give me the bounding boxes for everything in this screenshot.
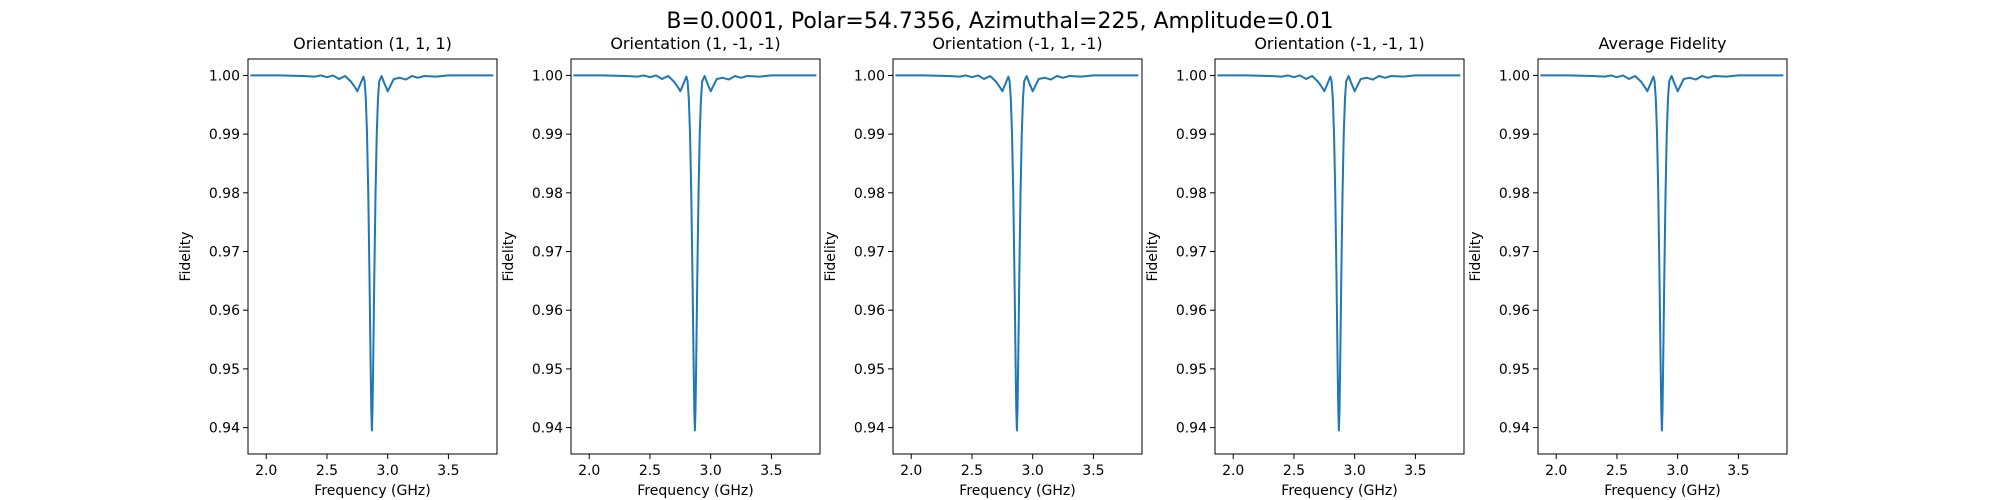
subplot-title: Orientation (1, -1, -1) [610, 34, 780, 53]
y-tick-label: 0.99 [1499, 127, 1530, 143]
subplot-3: Orientation (-1, 1, -1) 2.0 2.5 3.0 3.5 1.00 0… [823, 34, 1143, 499]
subplot-1: Orientation (1, 1, 1) 2.0 2.5 3.0 3.5 1.00 0.9… [178, 34, 498, 499]
figure-suptitle: B=0.0001, Polar=54.7356, Azimuthal=225, … [666, 9, 1333, 34]
y-axis-label: Fidelity [1468, 232, 1484, 282]
axes-frame [1537, 58, 1788, 455]
axes-frame [1214, 58, 1465, 455]
x-tick-label: 2.0 [578, 463, 600, 479]
y-tick-label: 0.97 [1176, 245, 1207, 261]
fidelity-line [1540, 74, 1784, 432]
y-tick-label: 0.96 [532, 303, 563, 319]
x-tick-label: 3.5 [1404, 463, 1426, 479]
x-tick-label: 2.0 [900, 463, 922, 479]
y-tick-label: 0.98 [532, 186, 563, 202]
y-tick-label: 0.95 [1176, 362, 1207, 378]
y-tick-label: 0.95 [854, 362, 885, 378]
y-axis-label: Fidelity [1145, 232, 1161, 282]
y-tick-label: 0.98 [1499, 186, 1530, 202]
y-tick-label: 0.99 [209, 127, 240, 143]
y-axis-label: Fidelity [823, 232, 839, 282]
y-tick-label: 0.97 [209, 245, 240, 261]
y-tick-label: 0.96 [1176, 303, 1207, 319]
x-tick-label: 2.5 [639, 463, 661, 479]
y-tick-label: 1.00 [209, 68, 240, 84]
x-axis-label: Frequency (GHz) [959, 483, 1075, 499]
x-tick-label: 3.0 [1022, 463, 1044, 479]
y-tick-label: 0.97 [1499, 245, 1530, 261]
y-tick-label: 0.94 [1499, 421, 1530, 437]
x-axis-label: Frequency (GHz) [314, 483, 430, 499]
y-tick-label: 0.97 [532, 245, 563, 261]
y-tick-label: 0.98 [854, 186, 885, 202]
subplot-title: Average Fidelity [1599, 34, 1727, 53]
y-tick-label: 0.94 [1176, 421, 1207, 437]
axes-frame [892, 58, 1143, 455]
fidelity-line [250, 74, 494, 432]
x-tick-label: 3.0 [1667, 463, 1689, 479]
subplot-title: Orientation (1, 1, 1) [293, 34, 452, 53]
x-tick-label: 2.5 [961, 463, 983, 479]
subplots-container: Orientation (1, 1, 1) 2.0 2.5 3.0 3.5 1.00 0.9… [178, 34, 1788, 499]
x-tick-label: 3.5 [1082, 463, 1104, 479]
y-tick-label: 0.98 [1176, 186, 1207, 202]
y-tick-label: 0.97 [854, 245, 885, 261]
y-tick-label: 0.95 [209, 362, 240, 378]
x-tick-label: 2.0 [255, 463, 277, 479]
y-tick-label: 0.99 [1176, 127, 1207, 143]
y-tick-label: 0.99 [854, 127, 885, 143]
y-tick-label: 1.00 [532, 68, 563, 84]
y-tick-label: 0.95 [1499, 362, 1530, 378]
y-tick-label: 0.94 [854, 421, 885, 437]
subplot-5: Average Fidelity 2.0 2.5 3.0 3.5 1.00 0.99 0.98… [1468, 34, 1788, 499]
y-tick-label: 0.94 [532, 421, 563, 437]
axes-frame [570, 58, 821, 455]
y-tick-label: 0.98 [209, 186, 240, 202]
x-tick-label: 2.5 [1283, 463, 1305, 479]
y-axis-label: Fidelity [178, 232, 194, 282]
y-tick-label: 0.96 [209, 303, 240, 319]
y-tick-label: 0.99 [532, 127, 563, 143]
x-tick-label: 3.5 [760, 463, 782, 479]
fidelity-line [895, 74, 1139, 432]
subplot-title: Orientation (-1, 1, -1) [932, 34, 1102, 53]
x-tick-label: 3.0 [377, 463, 399, 479]
y-axis-label: Fidelity [501, 232, 517, 282]
fidelity-line [1217, 74, 1461, 432]
x-tick-label: 3.5 [437, 463, 459, 479]
x-axis-label: Frequency (GHz) [637, 483, 753, 499]
x-axis-label: Frequency (GHz) [1604, 483, 1720, 499]
y-tick-label: 0.94 [209, 421, 240, 437]
x-axis-label: Frequency (GHz) [1281, 483, 1397, 499]
axes-frame [247, 58, 498, 455]
subplot-4: Orientation (-1, -1, 1) 2.0 2.5 3.0 3.5 1.00 0… [1145, 34, 1465, 499]
x-tick-label: 2.5 [1606, 463, 1628, 479]
x-tick-label: 3.0 [700, 463, 722, 479]
fidelity-line [573, 74, 817, 432]
x-tick-label: 3.5 [1727, 463, 1749, 479]
y-tick-label: 1.00 [1176, 68, 1207, 84]
subplot-2: Orientation (1, -1, -1) 2.0 2.5 3.0 3.5 1.00 0… [501, 34, 821, 499]
y-tick-label: 1.00 [854, 68, 885, 84]
subplot-title: Orientation (-1, -1, 1) [1254, 34, 1424, 53]
x-tick-label: 3.0 [1344, 463, 1366, 479]
x-tick-label: 2.5 [316, 463, 338, 479]
y-tick-label: 1.00 [1499, 68, 1530, 84]
y-tick-label: 0.95 [532, 362, 563, 378]
x-tick-label: 2.0 [1545, 463, 1567, 479]
x-tick-label: 2.0 [1222, 463, 1244, 479]
y-tick-label: 0.96 [854, 303, 885, 319]
y-tick-label: 0.96 [1499, 303, 1530, 319]
